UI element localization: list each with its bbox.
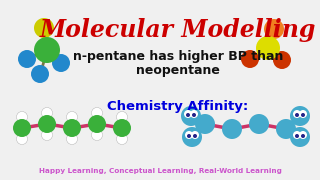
- Circle shape: [290, 127, 310, 147]
- Circle shape: [17, 134, 28, 145]
- Text: Molecular Modelling: Molecular Modelling: [40, 18, 316, 42]
- Circle shape: [113, 119, 131, 137]
- Circle shape: [186, 113, 190, 117]
- Circle shape: [193, 134, 197, 138]
- Circle shape: [34, 18, 54, 38]
- Circle shape: [295, 134, 299, 138]
- Circle shape: [67, 111, 77, 123]
- Circle shape: [181, 106, 201, 126]
- Circle shape: [88, 115, 106, 133]
- Circle shape: [34, 37, 60, 63]
- Text: Chemistry Affinity:: Chemistry Affinity:: [108, 100, 249, 113]
- Circle shape: [52, 54, 70, 72]
- Circle shape: [182, 127, 202, 147]
- Circle shape: [38, 115, 56, 133]
- Circle shape: [191, 131, 199, 139]
- Circle shape: [116, 111, 127, 123]
- Circle shape: [222, 119, 242, 139]
- Circle shape: [31, 65, 49, 83]
- Circle shape: [42, 129, 52, 141]
- Circle shape: [299, 131, 307, 139]
- Circle shape: [301, 134, 305, 138]
- Circle shape: [241, 50, 259, 68]
- Circle shape: [256, 36, 280, 60]
- Circle shape: [293, 131, 301, 139]
- Circle shape: [184, 110, 192, 118]
- Circle shape: [67, 134, 77, 145]
- Circle shape: [92, 107, 102, 118]
- Circle shape: [264, 19, 284, 39]
- Text: n-pentane has higher BP than: n-pentane has higher BP than: [73, 50, 283, 63]
- Circle shape: [249, 114, 269, 134]
- Circle shape: [195, 114, 215, 134]
- Circle shape: [190, 110, 198, 118]
- Circle shape: [63, 119, 81, 137]
- Circle shape: [185, 131, 193, 139]
- Circle shape: [18, 50, 36, 68]
- Circle shape: [293, 110, 301, 118]
- Circle shape: [92, 129, 102, 141]
- Circle shape: [42, 107, 52, 118]
- Circle shape: [276, 119, 296, 139]
- Circle shape: [192, 113, 196, 117]
- Text: Happy Learning, Conceptual Learning, Real-World Learning: Happy Learning, Conceptual Learning, Rea…: [39, 168, 281, 174]
- Circle shape: [116, 134, 127, 145]
- Circle shape: [299, 110, 307, 118]
- Circle shape: [290, 106, 310, 126]
- Circle shape: [13, 119, 31, 137]
- Circle shape: [301, 113, 305, 117]
- Circle shape: [17, 111, 28, 123]
- Circle shape: [273, 51, 291, 69]
- Circle shape: [295, 113, 299, 117]
- Circle shape: [187, 134, 191, 138]
- Text: neopentane: neopentane: [136, 64, 220, 77]
